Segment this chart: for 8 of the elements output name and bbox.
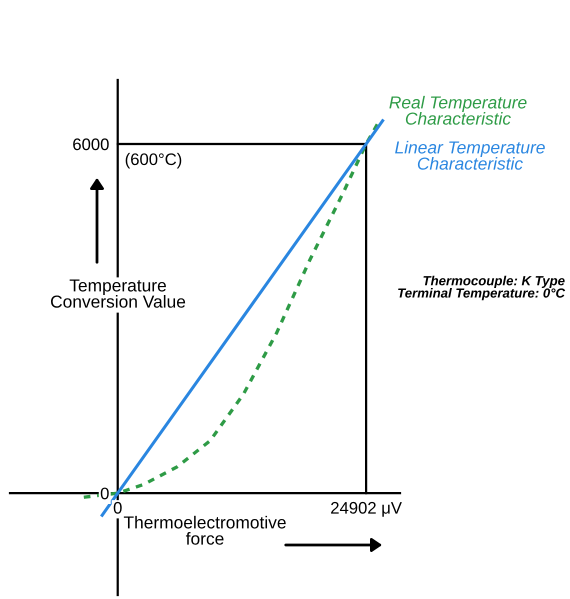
- x-tick-label: 24902 μV: [331, 502, 402, 517]
- y-axis-title: Temperature Conversion Value: [51, 279, 186, 308]
- series-label: Linear Temperature Characteristic: [395, 140, 545, 170]
- annotation: (600°C): [126, 152, 182, 168]
- y-tick-label: 6000: [73, 138, 109, 150]
- annotation: Thermocouple: K Type Terminal Temperature: 0°C: [398, 276, 566, 300]
- series-label: Real Temperature Characteristic: [389, 96, 527, 125]
- x-axis-title: Thermoelectromotive force: [124, 516, 286, 545]
